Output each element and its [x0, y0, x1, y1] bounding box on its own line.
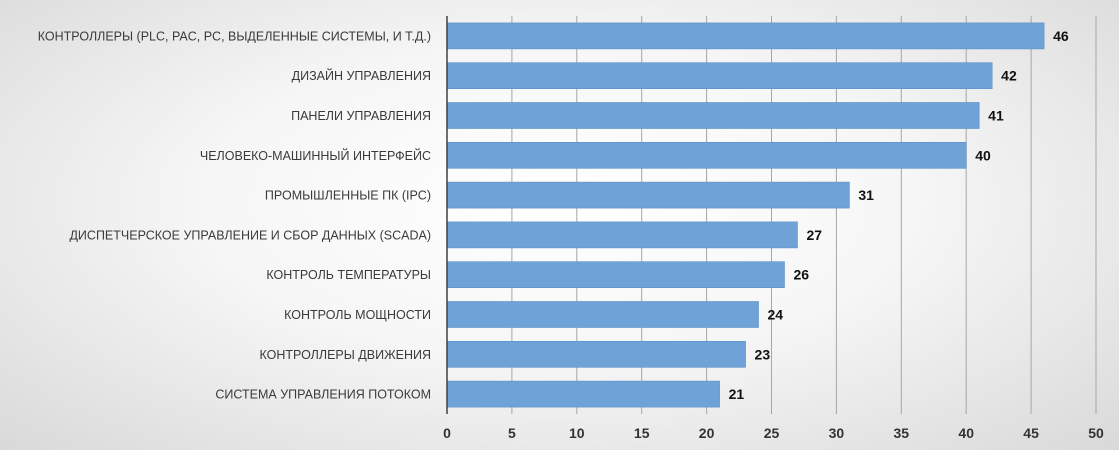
- data-label: 21: [729, 386, 745, 402]
- x-tick-label: 10: [569, 425, 585, 441]
- x-tick-label: 40: [958, 425, 974, 441]
- bar: [446, 181, 850, 209]
- bar: [446, 102, 980, 129]
- x-tick-label: 50: [1088, 425, 1104, 441]
- bar: [446, 301, 759, 328]
- data-label: 27: [806, 227, 822, 243]
- bar: [446, 340, 746, 368]
- data-label: 23: [755, 346, 771, 362]
- x-tick-label: 15: [634, 425, 650, 441]
- bar: [446, 22, 1045, 50]
- bar: [446, 380, 720, 408]
- x-tick-label: 25: [764, 425, 780, 441]
- bars: [446, 22, 1045, 408]
- data-label: 26: [793, 267, 809, 283]
- category-label: КОНТРОЛЛЕРЫ (PLC, PAC, PC, ВЫДЕЛЕННЫЕ СИ…: [38, 29, 431, 43]
- x-tick-label: 45: [1023, 425, 1039, 441]
- data-label: 46: [1053, 28, 1069, 44]
- category-label: ДИСПЕТЧЕРСКОЕ УПРАВЛЕНИЕ И СБОР ДАННЫХ (…: [69, 228, 431, 242]
- category-label: ДИЗАЙН УПРАВЛЕНИЯ: [292, 68, 431, 83]
- data-label: 41: [988, 108, 1004, 124]
- bar: [446, 221, 798, 249]
- bar: [446, 62, 993, 90]
- bar: [446, 142, 967, 169]
- x-tick-label: 35: [894, 425, 910, 441]
- x-tick-label: 0: [443, 425, 451, 441]
- category-label: КОНТРОЛЛЕРЫ ДВИЖЕНИЯ: [260, 348, 432, 362]
- data-label: 31: [858, 187, 874, 203]
- category-label: СИСТЕМА УПРАВЛЕНИЯ ПОТОКОМ: [215, 388, 431, 402]
- x-tick-label: 20: [699, 425, 715, 441]
- data-label: 42: [1001, 68, 1017, 84]
- x-tick-label: 5: [508, 425, 516, 441]
- category-label: ПРОМЫШЛЕННЫЕ ПК (IPC): [265, 189, 431, 203]
- category-label: ЧЕЛОВЕКО-МАШИННЫЙ ИНТЕРФЕЙС: [200, 148, 431, 163]
- data-label: 40: [975, 147, 991, 163]
- data-label: 24: [768, 307, 784, 323]
- category-label: КОНТРОЛЬ ТЕМПЕРАТУРЫ: [266, 268, 431, 282]
- x-tick-label: 30: [829, 425, 845, 441]
- labels: 0 5 10 15 20 25 30 35 40 45 50 КОНТРОЛЛЕРЫ (PLC, PA…: [38, 28, 1104, 441]
- category-label: КОНТРОЛЬ МОЩНОСТИ: [284, 308, 431, 322]
- bar: [446, 261, 785, 289]
- category-label: ПАНЕЛИ УПРАВЛЕНИЯ: [291, 109, 431, 123]
